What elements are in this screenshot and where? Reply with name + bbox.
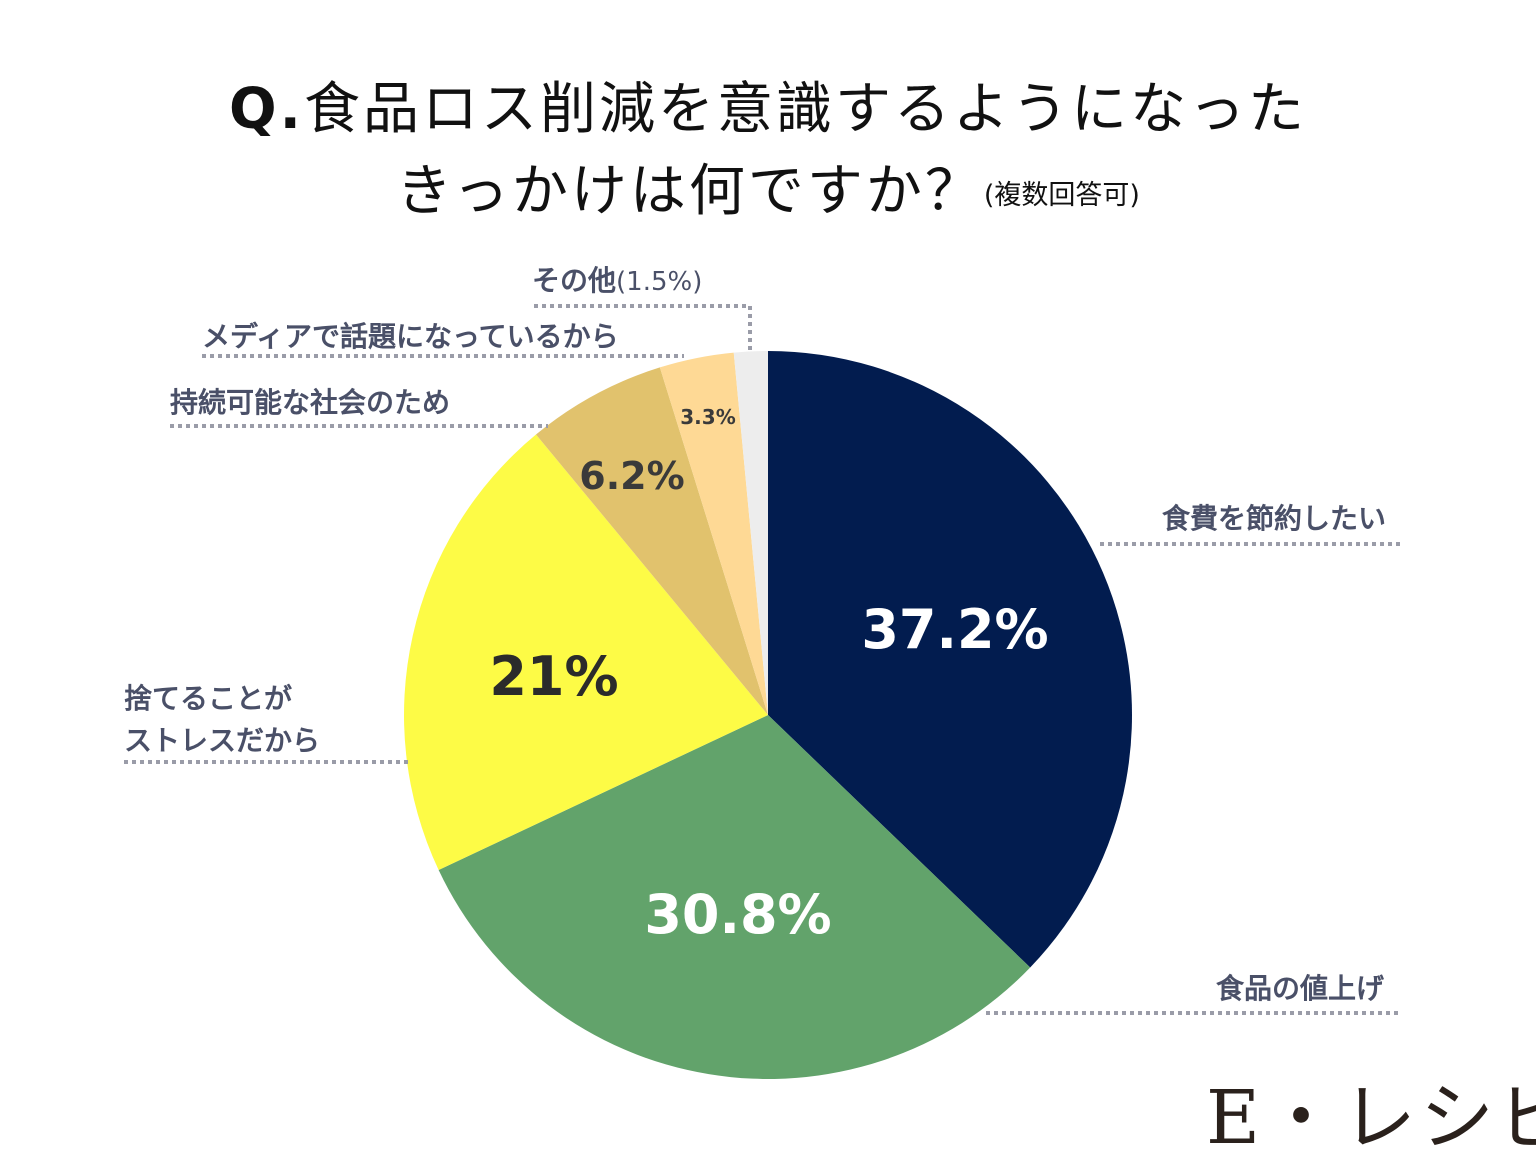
data-label-1: 30.8% — [644, 883, 831, 946]
data-label-3: 6.2% — [579, 454, 684, 498]
category-label-3: 持続可能な社会のため — [170, 386, 450, 419]
title-text-line1: 食品ロス削減を意識するようになった — [303, 77, 1307, 142]
category-label-0: 食費を節約したい — [1162, 502, 1386, 535]
chart-title-line1: Q.食品ロス削減を意識するようになった — [0, 64, 1536, 145]
category-label-4: メディアで話題になっているから — [202, 320, 619, 353]
brand-logo: E・レシピ — [1206, 1075, 1536, 1161]
pie-slice-3 — [535, 367, 768, 715]
category-label-2: 捨てることが ストレスだから — [124, 682, 320, 757]
data-label-5: (1.5%) — [616, 267, 702, 297]
data-label-4: 3.3% — [680, 405, 735, 429]
title-text-line2: きっかけは何ですか？ — [396, 159, 984, 224]
category-label-5: その他(1.5%) — [532, 264, 702, 297]
pie-slices — [403, 351, 1132, 1079]
category-labels: 食費を節約したい 食品の値上げ 捨てることが ストレスだから 持続可能な社会のた… — [124, 264, 1386, 1005]
percent-labels: 37.2% 30.8% 21% 6.2% 3.3% — [489, 405, 1048, 946]
pie-slice-2 — [403, 434, 768, 870]
pie-slice-4 — [659, 352, 768, 715]
pie-slice-0 — [768, 351, 1132, 968]
pie-slice-1 — [438, 715, 1031, 1079]
category-label-1: 食品の値上げ — [1216, 972, 1385, 1005]
leader-lines — [124, 304, 1404, 1015]
pie-slice-5 — [733, 351, 768, 715]
category-label-5-name: その他 — [532, 264, 616, 297]
title-note: (複数回答可) — [983, 180, 1140, 211]
title-prefix: Q. — [229, 77, 304, 142]
data-label-2: 21% — [489, 645, 618, 708]
data-label-0: 37.2% — [861, 598, 1048, 661]
leader-line-5 — [534, 304, 752, 350]
chart-title-line2: きっかけは何ですか？(複数回答可) — [0, 146, 1536, 227]
